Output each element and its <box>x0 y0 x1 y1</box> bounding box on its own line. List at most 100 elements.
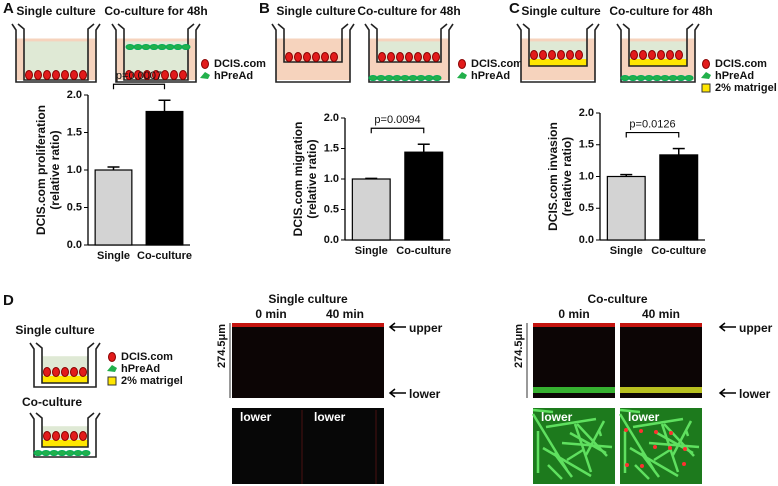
legend-icon <box>458 59 466 69</box>
bar <box>94 169 133 246</box>
cell-dot <box>669 431 673 435</box>
cell-icon <box>125 44 135 50</box>
cell-icon <box>432 75 442 81</box>
matrigel <box>42 376 88 383</box>
y-tick-label: 2.0 <box>579 107 594 119</box>
cell-dot <box>654 430 658 434</box>
cell-fiber <box>561 441 613 449</box>
legend-label: DCIS.com <box>715 58 767 70</box>
cell-icon <box>630 50 638 60</box>
insert-outline <box>277 23 349 63</box>
x-tick-label: Single <box>97 250 130 262</box>
cell-icon <box>384 75 394 81</box>
cell-icon <box>376 75 386 81</box>
well-outline <box>616 23 700 83</box>
cell-icon <box>179 70 187 80</box>
cell-icon <box>70 367 78 377</box>
cell-icon <box>644 75 654 81</box>
cell-dot <box>625 463 629 467</box>
insert-outline <box>522 23 594 67</box>
cell-dot <box>653 445 657 449</box>
y-axis-label: (relative ratio) <box>305 139 319 218</box>
cell-icon <box>165 44 175 50</box>
cell-fiber <box>584 420 606 456</box>
cell-fiber <box>634 464 650 480</box>
x-tick-label: Single <box>355 245 388 257</box>
cell-dot <box>682 462 686 466</box>
cell-icon <box>43 367 51 377</box>
legend-label: hPreAd <box>214 70 253 82</box>
side-view-image <box>620 323 702 398</box>
y-axis-label: DCIS.com invasion <box>546 122 560 231</box>
cell-icon <box>52 367 60 377</box>
x-tick-label: Single <box>610 245 643 257</box>
p-value: p=0.0126 <box>629 118 675 130</box>
y-tick-label: 1.0 <box>579 170 594 182</box>
x-tick-label: Co-culture <box>137 250 192 262</box>
y-tick-label: 1.0 <box>67 164 82 176</box>
cell-icon <box>79 367 87 377</box>
y-axis-label: DCIS.com proliferation <box>34 105 48 235</box>
cell-icon <box>70 431 78 441</box>
cell-dot <box>683 447 687 451</box>
group-title: Co-culture <box>588 292 648 306</box>
schematic-label: Co-culture for 48h <box>609 4 712 18</box>
cell-icon <box>133 44 143 50</box>
y-axis-label: DCIS.com migration <box>291 122 305 237</box>
arrow-label: upper <box>739 321 773 335</box>
top-view-image <box>306 408 384 484</box>
cell-icon <box>25 70 33 80</box>
side-view-image <box>232 323 310 398</box>
insert-outline <box>622 23 694 67</box>
cell-fiber <box>618 413 656 471</box>
cell-icon <box>416 75 426 81</box>
y-axis-label: (relative ratio) <box>560 137 574 216</box>
cell-icon <box>387 52 395 62</box>
legend-label: DCIS.com <box>471 58 523 70</box>
legend-label: 2% matrigel <box>121 375 183 387</box>
cell-fiber <box>671 420 693 456</box>
matrigel <box>42 440 88 447</box>
cell-icon <box>639 50 647 60</box>
cell-fiber <box>576 423 608 457</box>
cell-icon <box>557 50 565 60</box>
cell-icon <box>125 70 133 80</box>
time-label: 40 min <box>642 307 680 321</box>
cell-fiber <box>629 446 679 478</box>
cell-fiber <box>653 448 671 462</box>
legend-label: DCIS.com <box>214 58 266 70</box>
image-label: lower <box>240 410 272 424</box>
cell-icon <box>414 52 422 62</box>
arrow <box>388 388 406 398</box>
legend-icon <box>702 59 710 69</box>
side-view-image <box>306 323 384 398</box>
cell-icon <box>73 450 83 456</box>
cell-icon <box>620 75 630 81</box>
cell-icon <box>303 52 311 62</box>
cell-fiber <box>545 417 597 429</box>
cell-icon <box>61 70 69 80</box>
cell-icon <box>41 450 51 456</box>
cell-icon <box>43 70 51 80</box>
cell-icon <box>61 431 69 441</box>
schematic-label: Co-culture for 48h <box>357 4 460 18</box>
legend-label: hPreAd <box>121 363 160 375</box>
bar <box>659 154 699 241</box>
cell-icon <box>666 50 674 60</box>
cell-icon <box>628 75 638 81</box>
legend-label: hPreAd <box>715 70 754 82</box>
legend-icon <box>701 72 711 79</box>
well-outline <box>516 23 600 83</box>
image-label: lower <box>314 410 346 424</box>
image-label: lower <box>541 410 573 424</box>
image-label: lower <box>628 410 660 424</box>
schematic-label: Single culture <box>16 4 96 18</box>
cell-icon <box>432 52 440 62</box>
x-tick-label: Co-culture <box>396 245 451 257</box>
legend-icon <box>200 72 210 79</box>
p-value: p=0.0094 <box>374 114 420 126</box>
cell-fiber <box>619 408 641 414</box>
insert-outline <box>35 412 95 448</box>
arrow <box>718 388 736 398</box>
y-tick-label: 2.0 <box>67 89 82 101</box>
